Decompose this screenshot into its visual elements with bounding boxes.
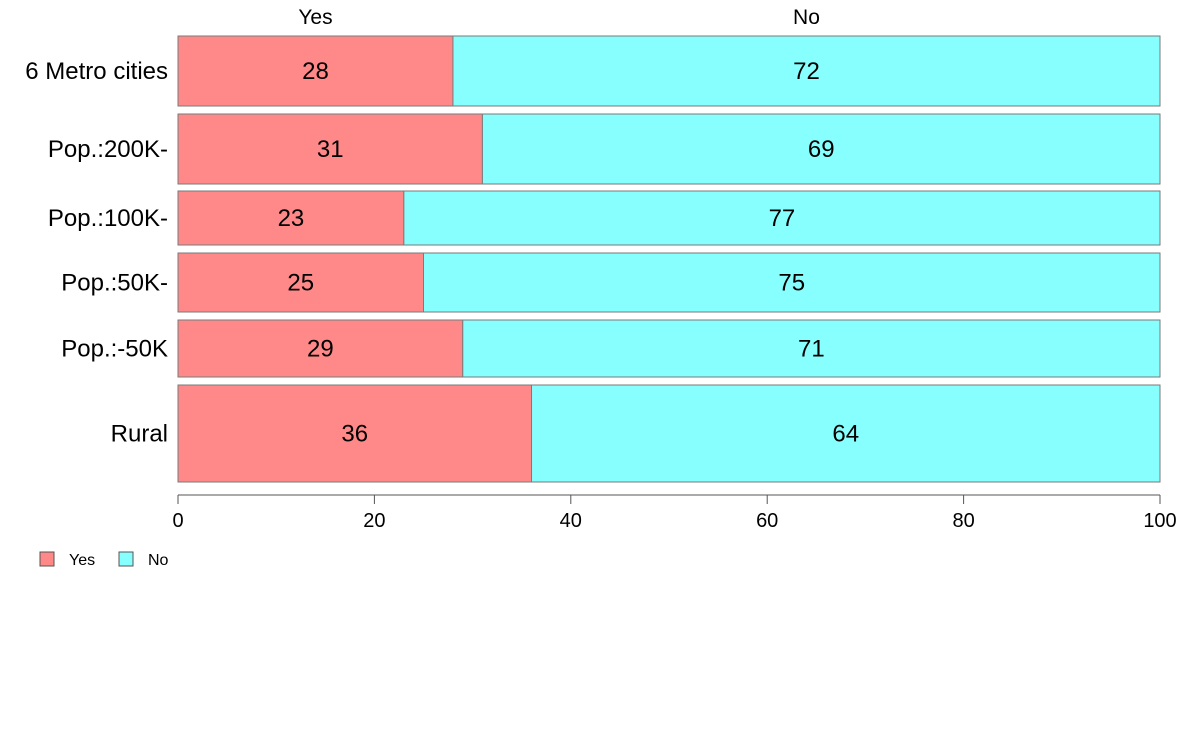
x-tick-label: 60 <box>756 510 778 532</box>
bar-no-0 <box>452 35 1161 107</box>
legend-label-no: No <box>148 552 169 569</box>
bar-yes-3 <box>177 252 424 313</box>
bar-yes-2 <box>177 190 405 246</box>
x-tick-label: 20 <box>363 510 385 532</box>
data-label-no-0: 72 <box>793 58 820 85</box>
x-tick-label: 40 <box>560 510 582 532</box>
data-label-yes-4: 29 <box>307 336 334 363</box>
bar-no-2 <box>403 190 1161 246</box>
category-label: Pop.:50K- <box>61 270 168 297</box>
bar-yes-1 <box>177 113 483 185</box>
data-label-no-1: 69 <box>808 136 835 163</box>
category-label: Rural <box>111 421 168 448</box>
data-label-no-3: 75 <box>778 270 805 297</box>
x-tick-label: 80 <box>952 510 974 532</box>
column-header-no: No <box>793 6 820 29</box>
legend-label-yes: Yes <box>69 552 95 569</box>
bar-no-5 <box>531 384 1161 483</box>
category-label: Pop.:200K- <box>48 136 168 163</box>
legend: Yes No <box>39 551 169 569</box>
category-labels: 6 Metro cities Pop.:200K- Pop.:100K- Pop.:5… <box>25 58 168 448</box>
x-axis: 0 20 40 60 80 100 <box>172 494 1177 532</box>
bar-yes-0 <box>177 35 454 107</box>
category-label: Pop.:-50K <box>61 336 168 363</box>
data-label-yes-0: 28 <box>302 58 329 85</box>
data-label-yes-5: 36 <box>341 421 368 448</box>
bar-no-4 <box>462 319 1161 378</box>
column-headers: Yes No <box>298 6 820 29</box>
bar-no-3 <box>423 252 1161 313</box>
bar-yes-4 <box>177 319 464 378</box>
data-label-no-4: 71 <box>798 336 825 363</box>
legend-swatch-no <box>118 551 134 567</box>
data-label-no-2: 77 <box>769 205 796 232</box>
x-tick-label: 0 <box>172 510 183 532</box>
category-label: 6 Metro cities <box>25 58 168 85</box>
data-label-yes-1: 31 <box>317 136 344 163</box>
column-header-yes: Yes <box>298 6 332 29</box>
legend-swatch-yes <box>39 551 55 567</box>
bars: 28 72 31 69 23 77 25 75 29 71 36 64 <box>177 35 1161 483</box>
data-label-yes-3: 25 <box>287 270 314 297</box>
category-label: Pop.:100K- <box>48 205 168 232</box>
data-label-yes-2: 23 <box>278 205 305 232</box>
data-label-no-5: 64 <box>832 421 859 448</box>
bar-no-1 <box>481 113 1161 185</box>
x-tick-label: 100 <box>1143 510 1176 532</box>
